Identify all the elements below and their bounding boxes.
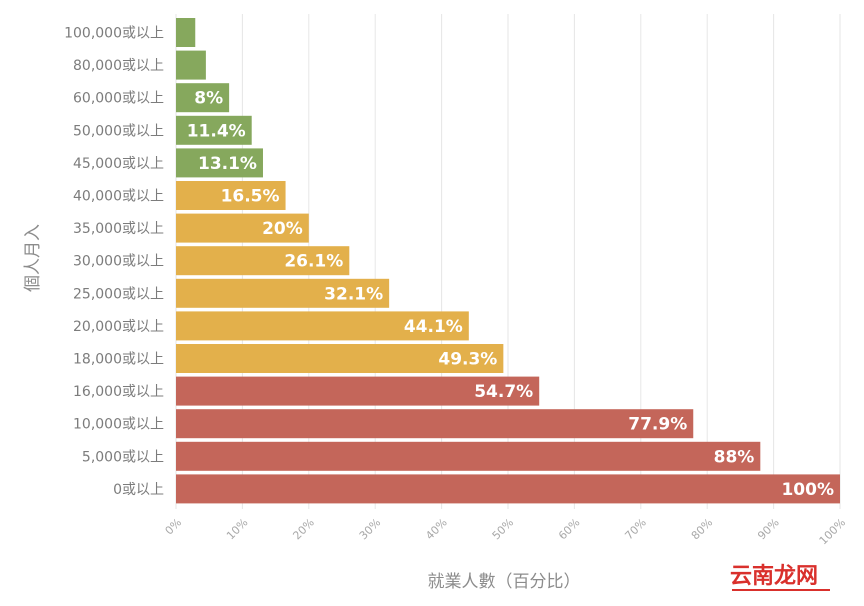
bar-data-label: 77.9% [628, 415, 687, 435]
bars [176, 18, 840, 504]
y-tick-label: 20,000或以上 [73, 319, 164, 335]
y-tick-label: 30,000或以上 [73, 254, 164, 270]
bar [176, 311, 469, 341]
bar [176, 50, 206, 80]
bar-data-label: 100% [781, 480, 834, 500]
y-tick-label: 80,000或以上 [73, 58, 164, 74]
grid-lines [175, 14, 841, 509]
bar [176, 409, 694, 439]
y-tick-label: 40,000或以上 [73, 189, 164, 205]
y-tick-label: 18,000或以上 [73, 352, 164, 368]
bar-data-label: 26.1% [284, 252, 343, 272]
bar [176, 441, 761, 471]
y-tick-label: 16,000或以上 [73, 384, 164, 400]
x-tick-label: 80% [689, 516, 715, 542]
x-axis-ticks: 0% 10% 20% 30% 40% 50% 60% 70% 80% 90% 100% [163, 516, 849, 547]
watermark: 云南龙网 [730, 564, 830, 591]
x-axis-title: 就業人數（百分比） [428, 572, 581, 592]
x-tick-label: 60% [556, 516, 582, 542]
x-tick-label: 50% [490, 516, 516, 542]
bar-data-label: 13.1% [198, 154, 257, 174]
y-tick-label: 25,000或以上 [73, 286, 164, 302]
bar [176, 148, 263, 178]
bar [176, 474, 840, 504]
x-tick-label: 10% [224, 516, 250, 542]
x-tick-label: 100% [817, 516, 848, 547]
bar [176, 83, 230, 113]
y-tick-label: 10,000或以上 [73, 417, 164, 433]
y-tick-label: 100,000或以上 [64, 26, 164, 42]
bar-labels: 8% 11.4% 13.1% 16.5% 20% 26.1% 32.1% 44.1% 49.3%… [187, 89, 834, 500]
y-tick-label: 0或以上 [113, 482, 164, 498]
bar-data-label: 8% [194, 89, 223, 109]
y-tick-label: 60,000或以上 [73, 91, 164, 107]
x-tick-label: 70% [622, 516, 648, 542]
y-axis-title: 個人月入 [23, 224, 43, 292]
bar [176, 115, 252, 145]
x-tick-label: 20% [290, 516, 316, 542]
bar [176, 18, 196, 47]
bar-data-label: 20% [262, 219, 303, 239]
x-tick-label: 30% [357, 516, 383, 542]
watermark-text: 云南龙网 [730, 564, 818, 589]
bar [176, 344, 504, 373]
bar [176, 278, 390, 308]
bar-data-label: 11.4% [187, 121, 246, 141]
bar-data-label: 54.7% [474, 382, 533, 402]
y-tick-label: 35,000或以上 [73, 221, 164, 237]
bar [176, 213, 309, 243]
y-tick-label: 45,000或以上 [73, 156, 164, 172]
y-axis-ticks: 100,000或以上 80,000或以上 60,000或以上 50,000或以上 45,… [64, 26, 164, 498]
bar [176, 181, 286, 210]
bar-data-label: 44.1% [404, 317, 463, 337]
bar [176, 376, 540, 406]
bar-data-label: 16.5% [221, 187, 280, 207]
x-tick-label: 0% [163, 516, 185, 538]
x-tick-label: 90% [755, 516, 781, 542]
bar-data-label: 88% [714, 447, 755, 467]
y-tick-label: 5,000或以上 [82, 449, 164, 465]
y-tick-label: 50,000或以上 [73, 123, 164, 139]
bar-data-label: 49.3% [438, 350, 497, 370]
x-tick-label: 40% [423, 516, 449, 542]
bar-data-label: 32.1% [324, 284, 383, 304]
bar [176, 246, 350, 276]
